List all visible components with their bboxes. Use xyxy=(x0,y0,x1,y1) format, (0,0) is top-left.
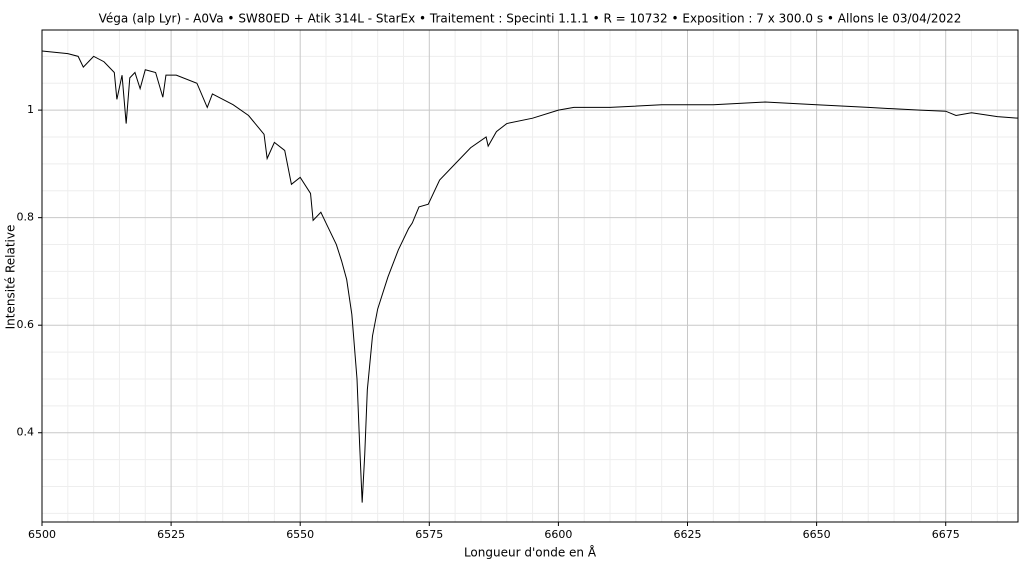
x-tick-label: 6500 xyxy=(28,528,56,541)
y-tick-label: 1 xyxy=(27,103,34,116)
plot-frame xyxy=(41,29,1019,523)
chart-title: Véga (alp Lyr) - A0Va • SW80ED + Atik 31… xyxy=(99,12,962,26)
x-tick-label: 6575 xyxy=(415,528,443,541)
y-tick-label: 0.4 xyxy=(17,426,35,439)
x-tick-label: 6675 xyxy=(932,528,960,541)
x-tick-label: 6600 xyxy=(544,528,572,541)
x-tick-label: 6550 xyxy=(286,528,314,541)
x-tick-label: 6625 xyxy=(674,528,702,541)
spectrum-line xyxy=(41,50,1019,503)
y-tick-label: 0.8 xyxy=(17,211,35,224)
x-tick-label: 6525 xyxy=(157,528,185,541)
y-tick-label: 0.6 xyxy=(17,318,35,331)
x-tick-label: 6650 xyxy=(803,528,831,541)
y-axis-label: Intensité Relative xyxy=(4,225,18,330)
x-axis-label: Longueur d'onde en Å xyxy=(464,545,597,560)
